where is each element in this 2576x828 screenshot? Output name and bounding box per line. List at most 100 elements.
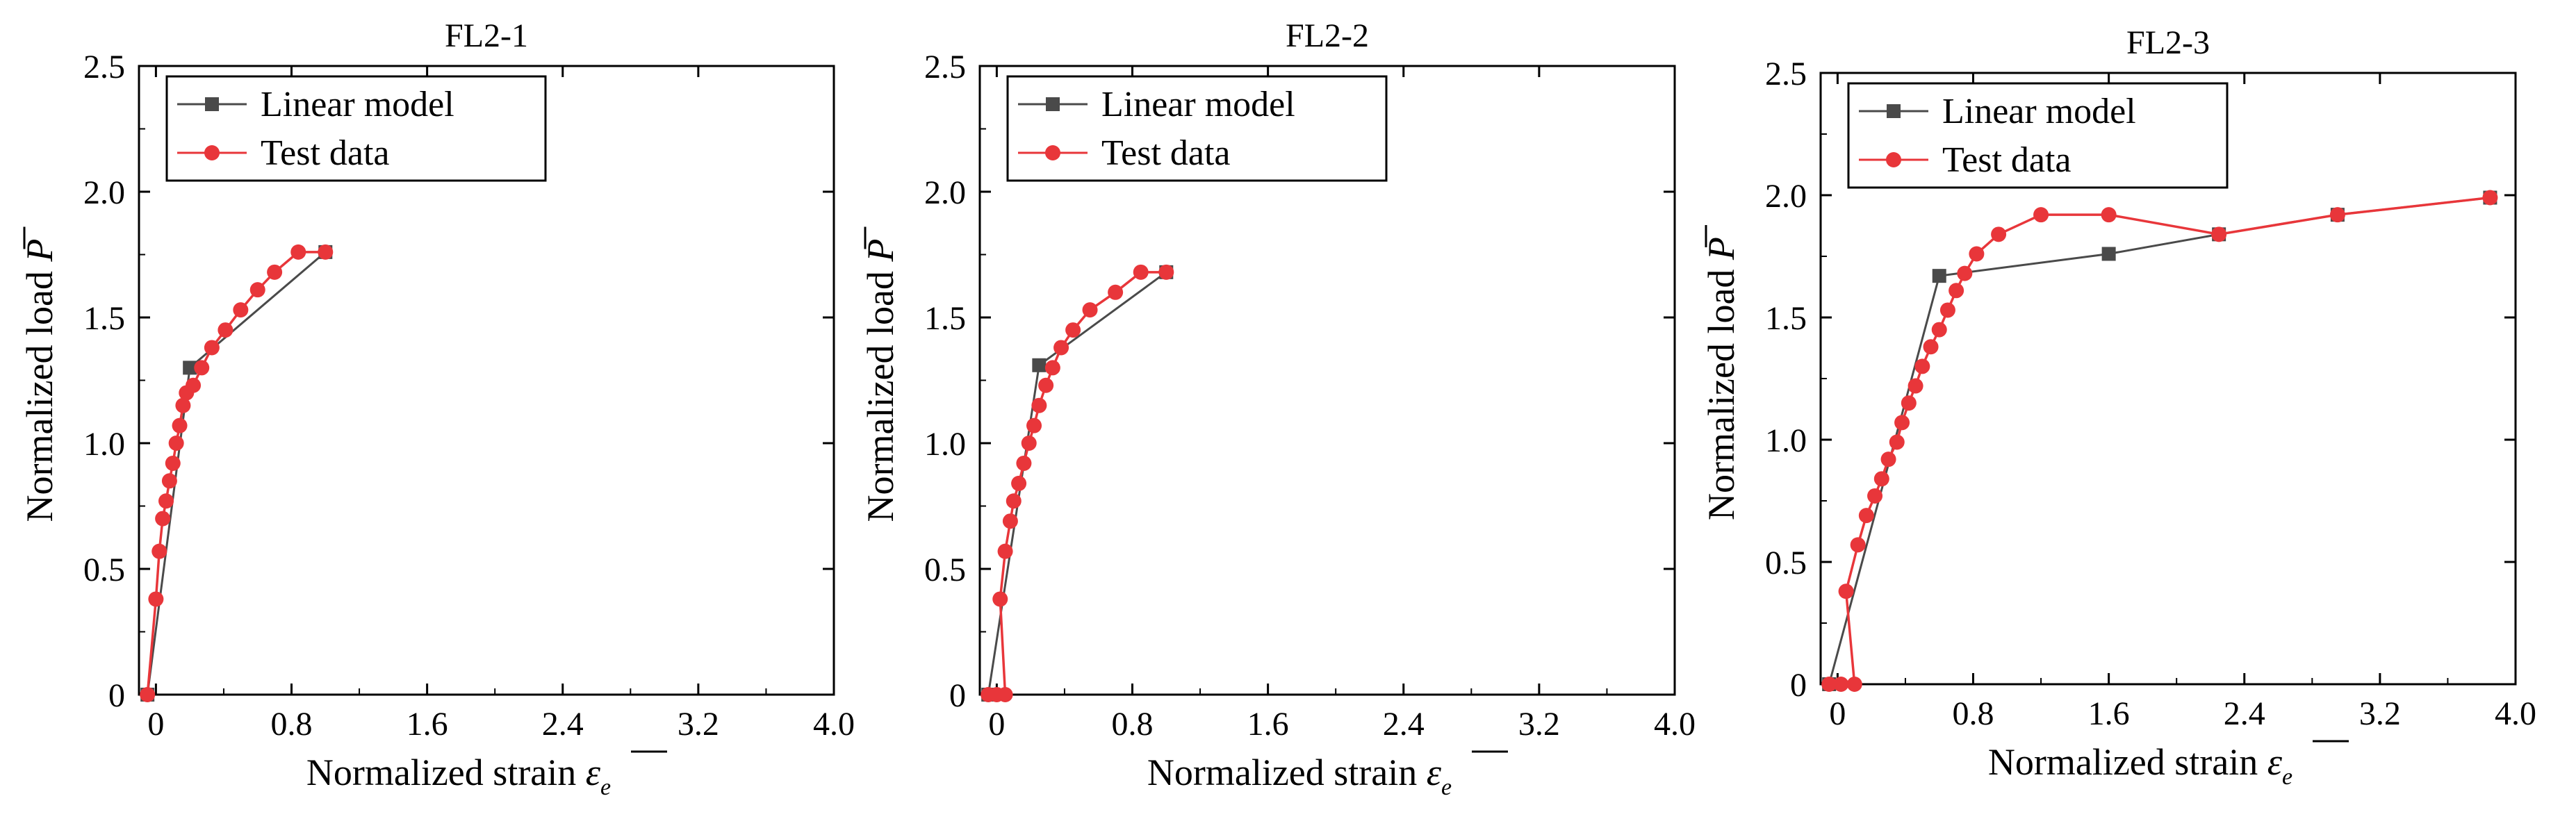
legend-label: Test data: [261, 133, 390, 173]
test-data-point: [249, 282, 265, 298]
test-data-point: [151, 543, 167, 559]
chart-fl2-1: FL2-1 0 0.8 1.6 2.4 3.2 4.0 0 0.5 1.0 1.5 2.0 2.5 Nor…: [19, 17, 855, 800]
linear-model-point: [1032, 358, 1047, 372]
test-data-point: [1957, 265, 1973, 281]
test-data-point: [204, 340, 220, 356]
legend-swatch-marker: [1045, 145, 1060, 160]
test-data-point: [1833, 677, 1849, 692]
y-tick-label: 2.0: [1765, 178, 1807, 215]
test-data-point: [186, 377, 202, 393]
test-data-point: [1133, 264, 1149, 280]
test-data-point: [1867, 488, 1883, 504]
test-data-point: [997, 543, 1013, 559]
test-data-point: [1038, 377, 1054, 393]
y-tick-label: 2.5: [1765, 56, 1807, 92]
test-data-point: [2211, 226, 2227, 242]
y-axis-label: Normalized load P: [1700, 237, 1742, 520]
chart-fl2-2: FL2-2 0 0.8 1.6 2.4 3.2 4.0 0 0.5 1.0 1.5 2.0 2.5 Nor…: [860, 17, 1696, 800]
test-data-point: [1914, 358, 1930, 374]
legend-box: [1847, 82, 2229, 189]
test-data-point: [140, 687, 156, 702]
x-tick-label: 0: [147, 706, 164, 743]
test-data-point: [267, 264, 283, 280]
test-data-point: [168, 436, 184, 451]
x-tick-label: 0: [1829, 695, 1846, 732]
test-data-point: [1821, 677, 1837, 692]
test-data-point: [1873, 471, 1889, 487]
test-data-point: [1044, 360, 1060, 376]
x-axis-label: Normalized strain εe: [306, 752, 611, 800]
linear-model-point: [1932, 269, 1946, 283]
x-tick-label: 3.2: [678, 706, 719, 743]
y-tick-label: 0: [1790, 667, 1807, 704]
y-tick-label: 2.5: [924, 49, 966, 85]
test-data-point: [1082, 302, 1098, 318]
y-tick-label: 0.5: [1765, 545, 1807, 581]
legend-swatch-marker: [205, 97, 219, 111]
y-tick-label: 1.5: [1765, 300, 1807, 337]
chart-fl2-3: FL2-3 0 0.8 1.6 2.4 3.2 4.0 0 0.5 1.0 1.5 2.0 2.5 Nor…: [1700, 24, 2536, 790]
y-tick-label: 1.5: [924, 300, 966, 337]
test-data-point: [1858, 508, 1874, 524]
legend-label: Test data: [1101, 133, 1231, 173]
test-data-point: [1031, 397, 1047, 413]
x-tick-label: 0.8: [1112, 706, 1154, 743]
test-data-point: [175, 397, 191, 413]
linear-model-point: [183, 361, 197, 375]
test-data-point: [1006, 493, 1022, 509]
x-tick-label: 0.8: [271, 706, 313, 743]
x-tick-label: 4.0: [2495, 695, 2536, 732]
legend-label: Linear model: [261, 85, 454, 124]
legend-box: [1006, 75, 1388, 182]
test-data-point: [997, 687, 1013, 702]
y-tick-label: 0: [108, 677, 125, 714]
legend-swatch-marker: [204, 145, 220, 160]
x-tick-label: 2.4: [1383, 706, 1425, 743]
test-data-point: [155, 511, 171, 527]
test-data-point: [233, 302, 249, 318]
test-data-point: [290, 244, 306, 260]
test-data-point: [1011, 475, 1027, 491]
legend-label: Linear model: [1101, 85, 1295, 124]
y-tick-label: 2.5: [83, 49, 125, 85]
y-tick-label: 1.0: [924, 426, 966, 463]
test-data-point: [2101, 207, 2117, 223]
legend-label: Test data: [1942, 140, 2072, 180]
test-data-point: [1850, 537, 1866, 553]
test-data-point: [2329, 207, 2345, 223]
x-tick-label: 0.8: [1953, 695, 1994, 732]
test-data-point: [1065, 322, 1081, 338]
chart-title: FL2-1: [445, 17, 528, 54]
x-tick-label: 1.6: [1247, 706, 1289, 743]
x-tick-label: 1.6: [407, 706, 448, 743]
test-data-point: [2033, 207, 2049, 223]
y-axis-label: Normalized load P: [860, 239, 901, 522]
x-tick-label: 3.2: [2359, 695, 2401, 732]
test-data-point: [2482, 190, 2498, 206]
chart-title: FL2-2: [1286, 17, 1369, 54]
x-tick-label: 4.0: [1654, 706, 1696, 743]
x-axis-label: Normalized strain εe: [1147, 752, 1452, 800]
test-data-point: [1838, 583, 1854, 599]
test-data-point: [1949, 283, 1964, 299]
legend-box: [165, 75, 547, 182]
x-tick-label: 0: [988, 706, 1005, 743]
test-data-point: [165, 455, 181, 471]
test-data-point: [1026, 417, 1042, 433]
test-data-point: [218, 322, 233, 338]
test-data-point: [1901, 395, 1917, 411]
test-data-point: [148, 591, 164, 607]
y-tick-label: 2.0: [924, 174, 966, 211]
test-data-point: [1969, 246, 1985, 262]
test-data-point: [1894, 415, 1910, 431]
y-tick-label: 1.0: [83, 426, 125, 463]
y-tick-label: 1.0: [1765, 422, 1807, 459]
x-tick-label: 2.4: [542, 706, 584, 743]
linear-model-point: [2101, 247, 2116, 261]
test-data-point: [1053, 340, 1069, 356]
test-data-point: [1846, 677, 1862, 692]
test-data-point: [1889, 434, 1905, 450]
test-data-point: [194, 360, 210, 376]
test-data-point: [1108, 284, 1124, 300]
x-tick-label: 3.2: [1518, 706, 1560, 743]
